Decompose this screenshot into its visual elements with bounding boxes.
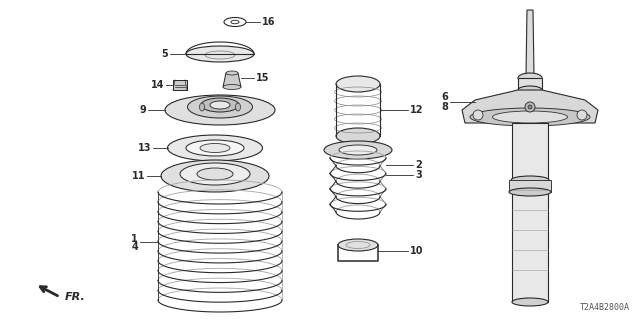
Ellipse shape xyxy=(338,239,378,251)
Ellipse shape xyxy=(168,135,262,161)
Ellipse shape xyxy=(236,103,241,111)
Ellipse shape xyxy=(210,101,230,109)
Ellipse shape xyxy=(188,96,253,118)
Polygon shape xyxy=(526,10,534,75)
Ellipse shape xyxy=(518,86,542,94)
Text: FR.: FR. xyxy=(65,292,86,302)
Circle shape xyxy=(528,105,532,109)
Ellipse shape xyxy=(512,298,548,306)
Ellipse shape xyxy=(509,188,551,196)
Text: 13: 13 xyxy=(138,143,151,153)
Text: 3: 3 xyxy=(415,170,422,180)
Text: 8: 8 xyxy=(441,102,448,112)
Ellipse shape xyxy=(223,84,241,90)
Polygon shape xyxy=(462,90,598,123)
Ellipse shape xyxy=(165,95,275,125)
Text: 12: 12 xyxy=(410,105,424,115)
Text: 10: 10 xyxy=(410,246,424,256)
Ellipse shape xyxy=(336,76,380,92)
Ellipse shape xyxy=(470,108,590,126)
Polygon shape xyxy=(518,78,542,90)
Text: 4: 4 xyxy=(131,242,138,252)
Circle shape xyxy=(525,102,535,112)
Ellipse shape xyxy=(186,140,244,156)
Ellipse shape xyxy=(511,176,549,184)
Text: 1: 1 xyxy=(131,234,138,244)
Ellipse shape xyxy=(324,141,392,159)
Ellipse shape xyxy=(336,128,380,144)
Text: 14: 14 xyxy=(150,80,164,90)
Text: 5: 5 xyxy=(161,49,168,59)
Polygon shape xyxy=(223,73,241,87)
Text: 16: 16 xyxy=(262,17,275,27)
Ellipse shape xyxy=(339,145,377,155)
Polygon shape xyxy=(173,80,187,90)
Ellipse shape xyxy=(161,160,269,192)
Ellipse shape xyxy=(518,73,542,83)
Ellipse shape xyxy=(200,143,230,153)
Text: 11: 11 xyxy=(131,171,145,181)
Text: 6: 6 xyxy=(441,92,448,102)
Ellipse shape xyxy=(493,111,568,123)
Ellipse shape xyxy=(200,103,205,111)
Ellipse shape xyxy=(180,163,250,185)
Text: T2A4B2800A: T2A4B2800A xyxy=(580,303,630,312)
Ellipse shape xyxy=(197,168,233,180)
Text: 15: 15 xyxy=(256,73,269,83)
Polygon shape xyxy=(512,123,548,302)
Ellipse shape xyxy=(201,98,239,112)
Polygon shape xyxy=(509,180,551,192)
Ellipse shape xyxy=(226,71,238,75)
Text: 2: 2 xyxy=(415,160,422,170)
Circle shape xyxy=(577,110,587,120)
Circle shape xyxy=(473,110,483,120)
Ellipse shape xyxy=(186,46,254,62)
Text: 9: 9 xyxy=(140,105,146,115)
